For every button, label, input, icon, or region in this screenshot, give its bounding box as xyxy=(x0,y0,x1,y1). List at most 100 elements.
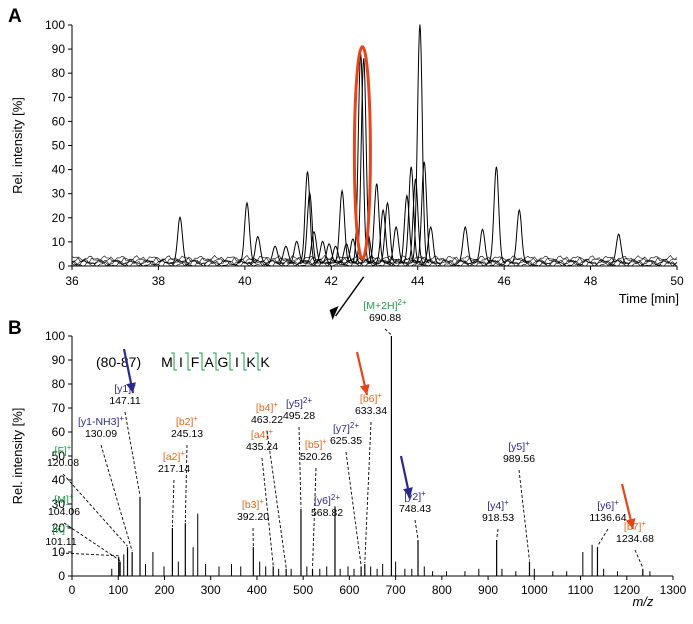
fragment-bracket xyxy=(171,352,177,371)
mz-label: 130.09 xyxy=(85,428,117,440)
chromatogram-peak xyxy=(297,171,318,264)
ion-charge: + xyxy=(322,437,327,446)
sequence-residue: K xyxy=(260,354,270,370)
y-tick-label: 0 xyxy=(58,569,65,583)
y-tick-label: 10 xyxy=(52,235,66,249)
x-tick-label: 600 xyxy=(339,583,359,597)
ion-label: [y7]2+ xyxy=(333,421,359,436)
label-leader xyxy=(266,430,287,568)
ion-label: [y6]+ xyxy=(597,498,619,513)
ion-charge: + xyxy=(119,414,124,423)
x-tick-label: 700 xyxy=(386,583,406,597)
mz-label: 633.34 xyxy=(355,405,387,417)
chromatogram-peak xyxy=(248,235,268,264)
y-tick-label: 60 xyxy=(52,114,66,128)
x-tick-label: 0 xyxy=(69,583,76,597)
chromatogram-peak xyxy=(410,24,430,264)
mz-label: 217.14 xyxy=(158,463,190,475)
ion-label: [M+2H]2+ xyxy=(363,298,407,313)
ion-charge: + xyxy=(421,489,426,498)
chromatogram-peak xyxy=(397,193,417,264)
ion-charge: + xyxy=(259,497,264,506)
y-tick-label: 60 xyxy=(52,425,66,439)
x-tick-label: 500 xyxy=(293,583,313,597)
y-tick-label: 10 xyxy=(52,545,66,559)
connector-line xyxy=(335,276,365,317)
y-tick-label: 20 xyxy=(52,211,66,225)
chromatogram-peak xyxy=(367,183,387,264)
panel-label-b: B xyxy=(8,318,22,339)
x-axis-label: Time [min] xyxy=(619,291,679,306)
mz-label: 989.56 xyxy=(503,453,535,465)
y-tick-label: 30 xyxy=(52,187,66,201)
chromatogram-peak xyxy=(609,233,629,264)
x-tick-label: 1000 xyxy=(521,583,548,597)
mz-label: 435.24 xyxy=(246,441,278,453)
mz-label: 748.43 xyxy=(399,503,431,515)
label-leader xyxy=(496,528,499,540)
x-tick-label: 1300 xyxy=(660,583,687,597)
chromatogram-peak xyxy=(386,225,406,264)
ion-label: [b6]+ xyxy=(360,391,383,406)
mz-label: 690.88 xyxy=(369,312,401,324)
chromatogram-peak xyxy=(237,201,257,264)
chromatogram-peak xyxy=(343,238,363,264)
ion-charge: 2+ xyxy=(350,421,359,430)
fragment-bracket xyxy=(241,352,247,371)
ion-charge: + xyxy=(525,439,530,448)
x-axis-label: m/z xyxy=(632,594,653,609)
ion-label: [a2]+ xyxy=(163,449,186,464)
label-leader xyxy=(364,421,372,564)
label-leader xyxy=(298,426,302,508)
connector-arrow xyxy=(329,276,365,320)
x-tick-label: 900 xyxy=(478,583,498,597)
ion-label: [K]+ xyxy=(52,522,70,537)
x-tick-label: 1200 xyxy=(613,583,640,597)
ion-label: [a4]+ xyxy=(251,427,274,442)
ion-charge: + xyxy=(193,414,198,423)
chromatogram-peak xyxy=(332,188,352,264)
peptide-range: (80-87) xyxy=(96,354,141,370)
fragment-bracket xyxy=(185,352,191,371)
chromatogram-peak xyxy=(455,225,475,264)
mz-label: 392.20 xyxy=(237,511,269,523)
x-tick-label: 46 xyxy=(497,274,511,288)
ion-charge: + xyxy=(377,391,382,400)
label-leader xyxy=(261,457,274,566)
x-tick-label: 44 xyxy=(411,274,425,288)
chromatogram-peak xyxy=(265,245,285,264)
ion-label: [y5]2+ xyxy=(286,396,312,411)
mz-label: 101.11 xyxy=(45,536,76,548)
fragment-bracket xyxy=(213,352,219,371)
b6-arrow-head xyxy=(359,384,370,395)
y-tick-label: 90 xyxy=(52,353,66,367)
x-tick-label: 50 xyxy=(670,274,684,288)
label-leader xyxy=(384,328,392,336)
chromatogram-peak xyxy=(354,58,374,264)
chromatogram-peak xyxy=(304,230,324,264)
y-tick-label: 80 xyxy=(52,66,66,80)
b7-arrow-head xyxy=(625,518,636,529)
label-leader xyxy=(518,469,530,561)
ion-label: [y5]+ xyxy=(508,439,530,454)
baseline-trace xyxy=(71,254,678,263)
mz-label: 1234.68 xyxy=(616,533,654,545)
y-axis-label: Rel. intensity [%] xyxy=(10,97,25,194)
sequence-residue: I xyxy=(179,354,183,370)
ion-charge: + xyxy=(614,498,619,507)
label-leader xyxy=(63,522,121,561)
chromatogram-peak xyxy=(319,243,339,264)
fragment-bracket xyxy=(255,352,261,371)
sequence-residue: I xyxy=(235,354,239,370)
y-tick-label: 100 xyxy=(45,329,65,343)
y-tick-label: 70 xyxy=(52,90,66,104)
baseline-trace xyxy=(71,259,678,267)
label-leader xyxy=(597,528,609,547)
x-tick-label: 1100 xyxy=(568,583,594,597)
chromatogram-peak xyxy=(300,191,320,264)
x-tick-label: 400 xyxy=(247,583,267,597)
y-axis-label: Rel. intensity [%] xyxy=(10,408,25,505)
chromatogram-peak xyxy=(170,216,190,264)
chromatogram-peak xyxy=(378,201,397,264)
